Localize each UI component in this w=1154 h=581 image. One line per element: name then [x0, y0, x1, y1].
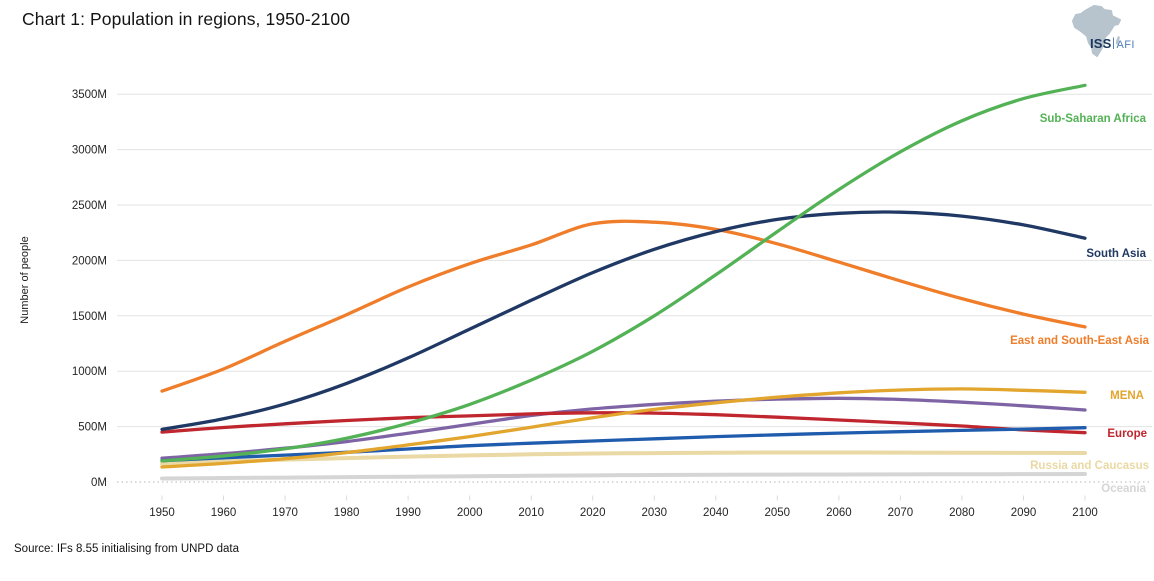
y-axis-title: Number of people — [19, 236, 31, 323]
series-line-unlabeled-purple-line — [160, 396, 1087, 460]
iss-afi-logo: ISS AFI — [1068, 3, 1148, 63]
x-tick-label: 2010 — [518, 507, 544, 519]
x-tick-label: 2100 — [1072, 507, 1098, 519]
series-line-oceania — [160, 472, 1087, 481]
y-tick-label: 1500M — [72, 311, 107, 323]
logo-text-iss: ISS — [1090, 36, 1112, 51]
series-label-russia-and-caucasus: Russia and Caucasus — [1030, 460, 1149, 472]
x-tick-label: 2070 — [888, 507, 914, 519]
series-line-russia-and-caucasus — [160, 450, 1087, 466]
series-line-sub-saharan-africa — [160, 83, 1087, 463]
x-tick-label: 1970 — [272, 507, 298, 519]
x-tick-label: 2020 — [580, 507, 606, 519]
x-tick-label: 1990 — [395, 507, 421, 519]
y-tick-label: 500M — [78, 422, 107, 434]
y-tick-label: 2000M — [72, 255, 107, 267]
series-line-unlabeled-blue-line — [160, 426, 1087, 463]
x-tick-label: 2080 — [949, 507, 975, 519]
source-note: Source: IFs 8.55 initialising from UNPD … — [14, 543, 239, 555]
x-tick-label: 2060 — [826, 507, 852, 519]
series-label-mena: MENA — [1110, 390, 1144, 402]
series-label-south-asia: South Asia — [1086, 248, 1146, 260]
series-line-mena — [160, 387, 1087, 469]
x-tick-label: 2000 — [457, 507, 483, 519]
series-line-east-and-south-east-asia — [160, 219, 1087, 393]
y-tick-label: 0M — [91, 477, 107, 489]
series-label-oceania: Oceania — [1101, 483, 1146, 495]
chart-title: Chart 1: Population in regions, 1950-210… — [22, 9, 351, 29]
x-tick-label: 1960 — [211, 507, 237, 519]
x-tick-label: 2090 — [1011, 507, 1037, 519]
x-tick-label: 2040 — [703, 507, 729, 519]
x-tick-label: 1980 — [334, 507, 360, 519]
y-tick-label: 3000M — [72, 145, 107, 157]
series-label-europe: Europe — [1107, 428, 1147, 440]
x-tick-label: 2050 — [765, 507, 791, 519]
y-tick-label: 2500M — [72, 200, 107, 212]
series-line-south-asia — [160, 210, 1087, 432]
series-label-sub-saharan-africa: Sub-Saharan Africa — [1040, 113, 1147, 125]
x-tick-label: 2030 — [642, 507, 668, 519]
logo-text-afi: AFI — [1117, 39, 1135, 51]
y-tick-label: 3500M — [72, 89, 107, 101]
y-tick-label: 1000M — [72, 366, 107, 378]
x-tick-label: 1950 — [149, 507, 175, 519]
africa-map-icon — [1072, 5, 1121, 57]
series-label-east-and-south-east-asia: East and South-East Asia — [1010, 335, 1149, 347]
